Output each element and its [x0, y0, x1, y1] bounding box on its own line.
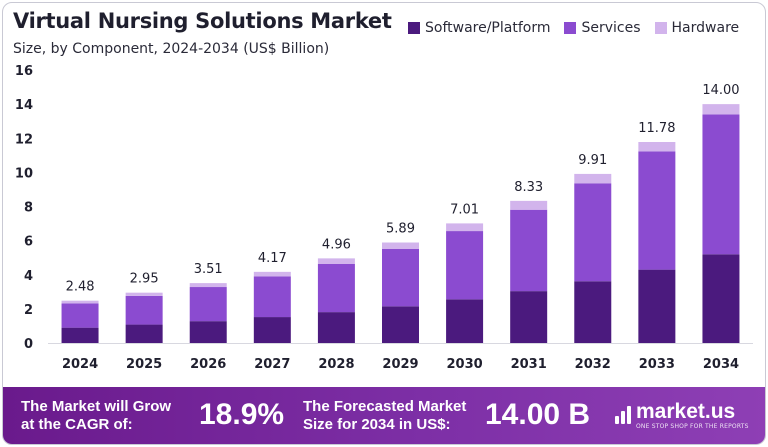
legend-item-services: Services [564, 20, 641, 36]
bar-segment-hardware [189, 283, 227, 288]
forecast-caption-line2: Size for 2034 in US$: [303, 416, 451, 433]
bar-segment-software-platform [510, 291, 548, 343]
forecast-caption-line1: The Forecasted Market [303, 398, 467, 415]
y-tick-label: 4 [24, 269, 33, 284]
forecast-value: 14.00 B [485, 398, 591, 431]
y-tick-label: 12 [15, 132, 33, 147]
bar-segment-services [382, 248, 419, 307]
cagr-value: 18.9% [199, 398, 285, 431]
x-tick-label: 2024 [62, 357, 98, 372]
bar-segment-hardware [702, 104, 740, 115]
brand-bars-icon [615, 404, 631, 424]
bar-segment-software-platform [382, 306, 419, 343]
forecast-caption: The Forecasted Market Size for 2034 in U… [303, 398, 466, 434]
total-value-label: 5.89 [386, 222, 415, 237]
bar-segment-hardware [253, 271, 291, 277]
x-tick-label: 2028 [318, 357, 354, 372]
bar-segment-services [574, 183, 612, 282]
x-tick-label: 2030 [446, 357, 482, 372]
bar-segment-hardware [317, 258, 355, 265]
chart-title: Virtual Nursing Solutions Market [13, 9, 392, 33]
legend-swatch-hardware [654, 22, 667, 34]
x-tick-label: 2026 [190, 357, 226, 372]
legend-item-software: Software/Platform [408, 20, 550, 36]
total-value-label: 9.91 [578, 153, 607, 168]
bar-segment-services [125, 295, 163, 325]
legend-label-hardware: Hardware [671, 20, 740, 36]
bar-segment-software-platform [446, 299, 484, 343]
total-value-label: 8.33 [514, 180, 543, 195]
total-value-label: 3.51 [194, 262, 223, 277]
bar-segment-software-platform [574, 281, 612, 343]
bar-segment-hardware [61, 300, 99, 304]
total-value-label: 11.78 [638, 121, 675, 136]
x-tick-label: 2031 [511, 357, 547, 372]
x-tick-label: 2033 [639, 357, 675, 372]
x-tick-label: 2025 [126, 357, 162, 372]
x-tick-label: 2034 [703, 357, 739, 372]
bar-segment-software-platform [189, 321, 227, 343]
cagr-banner: The Market will Grow at the CAGR of: 18.… [3, 387, 765, 444]
y-tick-label: 6 [24, 235, 33, 250]
bar-segment-services [317, 264, 355, 313]
y-tick-label: 0 [24, 337, 33, 352]
chart-legend: Software/Platform Services Hardware [408, 20, 739, 36]
y-tick-label: 14 [15, 98, 33, 113]
x-tick-label: 2027 [254, 357, 290, 372]
total-value-label: 4.17 [258, 251, 287, 266]
legend-label-services: Services [581, 20, 641, 36]
legend-swatch-software [408, 22, 420, 34]
bar-segment-services [61, 303, 99, 328]
total-value-label: 4.96 [322, 237, 351, 252]
brand-name: market.us [636, 400, 736, 423]
bar-segment-services [702, 114, 740, 255]
total-value-label: 14.00 [702, 83, 739, 98]
cagr-caption-line2: at the CAGR of: [21, 416, 133, 433]
y-tick-label: 2 [24, 303, 33, 318]
brand-tagline: ONE STOP SHOP FOR THE REPORTS [636, 423, 749, 430]
total-value-label: 2.48 [66, 280, 95, 295]
y-tick-label: 16 [15, 64, 33, 79]
bar-segment-software-platform [253, 317, 291, 343]
bar-segment-services [446, 231, 484, 300]
bar-segment-hardware [510, 200, 548, 210]
total-value-label: 7.01 [450, 202, 479, 217]
cagr-caption: The Market will Grow at the CAGR of: [21, 398, 171, 434]
bar-segment-software-platform [638, 269, 676, 343]
x-tick-label: 2029 [382, 357, 418, 372]
total-value-label: 2.95 [130, 272, 159, 287]
bar-segment-hardware [382, 242, 419, 249]
legend-label-software: Software/Platform [425, 20, 551, 36]
legend-item-hardware: Hardware [654, 20, 740, 36]
y-tick-label: 8 [24, 201, 33, 216]
bar-segment-services [253, 276, 291, 318]
bar-segment-hardware [125, 292, 163, 296]
bar-segment-services [510, 209, 548, 292]
bar-segment-services [189, 287, 227, 322]
bar-segment-software-platform [317, 312, 355, 343]
bar-segment-software-platform [702, 254, 740, 343]
bar-segment-hardware [446, 223, 484, 232]
cagr-caption-line1: The Market will Grow [21, 398, 172, 415]
bar-segment-services [638, 151, 676, 270]
bar-segment-hardware [638, 142, 676, 152]
x-tick-label: 2032 [575, 357, 611, 372]
chart-subtitle: Size, by Component, 2024-2034 (US$ Billi… [13, 41, 330, 57]
stacked-bar-chart: 0 2 4 6 8 10 12 14 16 2.48 2024 2.95 2025 3.51 2026 4.1… [15, 64, 753, 372]
brand-logo: market.us ONE STOP SHOP FOR THE REPORTS [615, 401, 749, 431]
legend-swatch-services [564, 22, 577, 34]
bar-segment-software-platform [61, 327, 99, 343]
bar-segment-software-platform [125, 324, 163, 343]
bar-segment-hardware [574, 173, 612, 184]
y-tick-label: 10 [15, 166, 33, 181]
